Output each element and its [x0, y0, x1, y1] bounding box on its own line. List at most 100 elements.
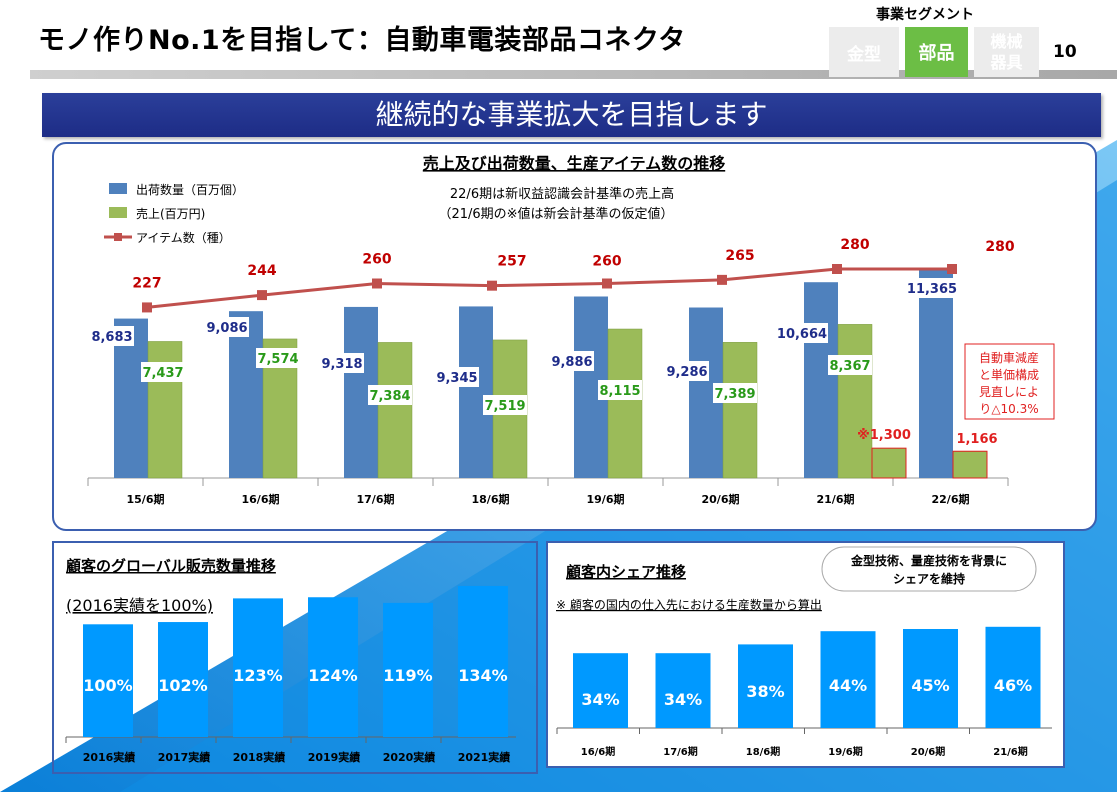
shipment-bar	[229, 311, 263, 478]
sales-bar	[377, 342, 413, 479]
new-standard-bar	[952, 450, 988, 479]
share-chart: 顧客内シェア推移 ※ 顧客の国内の仕入先における生産数量から算出 金型技術、量産技術…	[556, 546, 1052, 758]
x-tick-label: 16/6期	[242, 492, 280, 506]
shipment-value-label: 8,683	[91, 330, 132, 345]
x-tick-label: 18/6期	[472, 492, 510, 506]
share-callout-bubble	[821, 546, 1037, 592]
annotation-line: 自動車減産	[979, 350, 1039, 365]
item-count-label: 265	[725, 248, 754, 264]
shipment-label-box	[906, 278, 958, 298]
share-x-tick-label: 19/6期	[828, 745, 863, 758]
legend-swatch-0	[109, 183, 127, 194]
global-value-label: 123%	[233, 666, 282, 685]
shipment-bar	[919, 269, 953, 478]
global-bar	[83, 624, 133, 737]
global-x-tick-label: 2020実績	[383, 750, 436, 764]
sales-value-label: 7,574	[257, 352, 298, 367]
segment-machine-line1: 機械	[990, 32, 1023, 51]
new-standard-label: 1,166	[956, 432, 997, 447]
share-chart-note: ※ 顧客の国内の仕入先における生産数量から算出	[556, 597, 822, 612]
shipment-value-label: 10,664	[777, 327, 827, 342]
x-tick-label: 19/6期	[587, 492, 625, 506]
sales-bar	[722, 342, 758, 479]
x-tick-label: 22/6期	[932, 492, 970, 506]
share-x-tick-label: 20/6期	[911, 745, 946, 758]
share-value-label: 34%	[664, 690, 702, 709]
segment-machine: 機械 器具	[974, 27, 1039, 77]
global-x-tick-label: 2017実績	[158, 750, 211, 764]
shipment-value-label: 9,886	[551, 355, 592, 370]
item-count-label: 280	[840, 237, 869, 253]
shipment-value-label: 9,086	[206, 321, 247, 336]
annotation-line: 見直しによ	[979, 385, 1039, 399]
title-divider	[30, 70, 1117, 79]
sales-label-box	[368, 385, 412, 405]
sales-bar	[147, 341, 183, 479]
share-x-tick-label: 16/6期	[581, 745, 616, 758]
global-x-tick-label: 2021実績	[458, 750, 511, 764]
sales-bar	[607, 328, 643, 479]
segment-machine-line2: 器具	[990, 53, 1023, 72]
share-callout-line1: 金型技術、量産技術を背景に	[850, 553, 1007, 568]
segment-mold: 金型	[829, 27, 899, 77]
sales-label-box	[141, 362, 185, 382]
share-value-label: 45%	[911, 676, 949, 695]
share-bar	[903, 629, 958, 728]
item-count-marker	[602, 278, 612, 289]
legend-label-2: アイテム数（種）	[136, 230, 231, 245]
shipment-label-box	[90, 326, 134, 346]
share-bar	[985, 626, 1041, 728]
shipment-value-label: 9,345	[436, 371, 477, 386]
share-value-label: 34%	[581, 690, 619, 709]
sales-label-box	[256, 348, 300, 368]
legend-swatch-1	[109, 207, 127, 218]
x-tick-label: 20/6期	[702, 492, 740, 506]
new-standard-bar	[871, 447, 907, 479]
shipment-bar	[804, 282, 838, 478]
item-count-marker	[717, 274, 727, 285]
global-chart-subtitle: (2016実績を100%)	[66, 596, 213, 615]
share-x-tick-label: 17/6期	[663, 745, 698, 758]
global-value-label: 134%	[458, 666, 507, 685]
share-x-tick-label: 18/6期	[746, 745, 781, 758]
chart-note-1: 22/6期は新収益認識会計基準の売上高	[450, 186, 674, 202]
page-number: 10	[1053, 42, 1077, 62]
shipment-label-box	[776, 323, 828, 343]
share-bar	[820, 631, 876, 728]
share-chart-title: 顧客内シェア推移	[566, 563, 686, 581]
share-bar	[573, 653, 628, 728]
global-value-label: 100%	[83, 676, 132, 695]
sales-value-label: 8,115	[599, 384, 640, 399]
sales-label-box	[713, 383, 757, 403]
item-count-label: 227	[132, 275, 161, 291]
shipment-label-box	[435, 367, 479, 387]
shipment-label-box	[320, 353, 364, 373]
share-value-label: 46%	[994, 676, 1032, 695]
sales-label-box	[598, 380, 642, 400]
shipment-label-box	[550, 351, 594, 371]
global-value-label: 124%	[308, 666, 357, 685]
legend-marker-swatch	[114, 233, 122, 241]
global-value-label: 119%	[383, 666, 432, 685]
global-bar	[158, 622, 208, 737]
annotation-line: と単価構成	[979, 368, 1039, 382]
global-x-tick-label: 2019実績	[308, 750, 361, 764]
legend-label-1: 売上(百万円)	[136, 206, 205, 221]
global-x-tick-label: 2016実績	[83, 750, 136, 764]
sales-bar	[837, 324, 873, 479]
shipment-value-label: 9,286	[666, 365, 707, 380]
global-x-tick-label: 2018実績	[233, 750, 286, 764]
shipment-bar	[459, 306, 493, 478]
share-bar	[655, 653, 711, 728]
shipment-value-label: 11,365	[907, 282, 957, 297]
global-bar	[458, 585, 508, 737]
x-tick-label: 21/6期	[817, 492, 855, 506]
item-count-label: 257	[497, 254, 526, 270]
shipment-label-box	[665, 361, 709, 381]
page-title: モノ作りNo.1を目指して：自動車電装部品コネクタ	[38, 25, 686, 56]
x-tick-label: 17/6期	[357, 492, 395, 506]
segment-parts-active: 部品	[905, 27, 968, 77]
item-count-marker	[257, 290, 267, 301]
sales-value-label: 7,519	[484, 399, 525, 414]
